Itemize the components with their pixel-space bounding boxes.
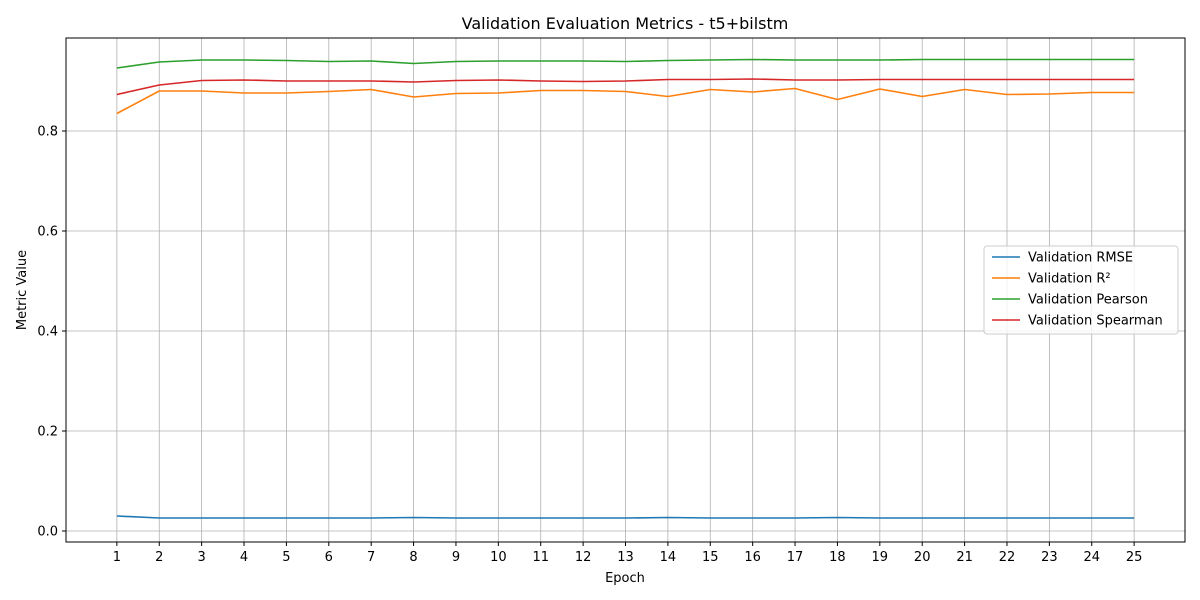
series-line-0 — [116, 515, 1135, 519]
series-lines — [116, 58, 1135, 519]
x-tick-label: 12 — [575, 550, 592, 565]
x-tick-label: 13 — [617, 550, 634, 565]
x-tick-label: 2 — [155, 550, 163, 565]
x-tick-label: 14 — [660, 550, 677, 565]
x-tick-label: 17 — [787, 550, 804, 565]
x-tick-label: 21 — [956, 550, 973, 565]
x-tick-label: 7 — [367, 550, 375, 565]
x-tick-label: 8 — [409, 550, 417, 565]
x-axis-ticks: 1 2 3 4 5 6 7 8 9 10 11 12 13 14 15 16 17 18 19 20 21 22 23 24 2… — [113, 542, 1143, 565]
y-tick-label: 0.4 — [37, 325, 58, 340]
y-tick-label: 0.8 — [37, 125, 58, 140]
x-tick-label: 25 — [1126, 550, 1143, 565]
legend-entry: Validation R² — [1028, 272, 1111, 287]
x-tick-label: 20 — [914, 550, 931, 565]
y-axis-ticks: 0.0 0.2 0.4 0.6 0.8 — [37, 125, 66, 540]
y-tick-label: 0.6 — [37, 225, 58, 240]
x-tick-label: 10 — [490, 550, 507, 565]
chart-title: Validation Evaluation Metrics - t5+bilst… — [462, 14, 789, 33]
x-tick-label: 16 — [744, 550, 761, 565]
y-tick-label: 0.2 — [37, 425, 58, 440]
x-tick-label: 24 — [1083, 550, 1100, 565]
x-tick-label: 23 — [1041, 550, 1058, 565]
y-axis-label: Metric Value — [15, 250, 30, 330]
x-tick-label: 22 — [999, 550, 1016, 565]
x-tick-label: 5 — [282, 550, 290, 565]
x-tick-label: 3 — [197, 550, 205, 565]
legend-entry: Validation Pearson — [1028, 293, 1148, 308]
legend-box — [983, 245, 1179, 335]
legend-entry: Validation Spearman — [1028, 314, 1163, 329]
x-tick-label: 1 — [113, 550, 121, 565]
legend-entry: Validation RMSE — [1028, 251, 1133, 266]
series-line-3 — [116, 78, 1135, 96]
x-tick-label: 9 — [452, 550, 460, 565]
x-tick-label: 15 — [702, 550, 719, 565]
x-tick-label: 6 — [325, 550, 333, 565]
y-tick-label: 0.0 — [37, 525, 58, 540]
x-tick-label: 19 — [872, 550, 889, 565]
legend: Validation RMSE Validation R² Validation P… — [983, 245, 1179, 335]
x-tick-label: 11 — [532, 550, 549, 565]
series-line-2 — [116, 58, 1135, 69]
x-axis-label: Epoch — [605, 571, 645, 586]
x-tick-label: 4 — [240, 550, 248, 565]
series-line-1 — [116, 87, 1135, 115]
x-tick-label: 18 — [829, 550, 846, 565]
